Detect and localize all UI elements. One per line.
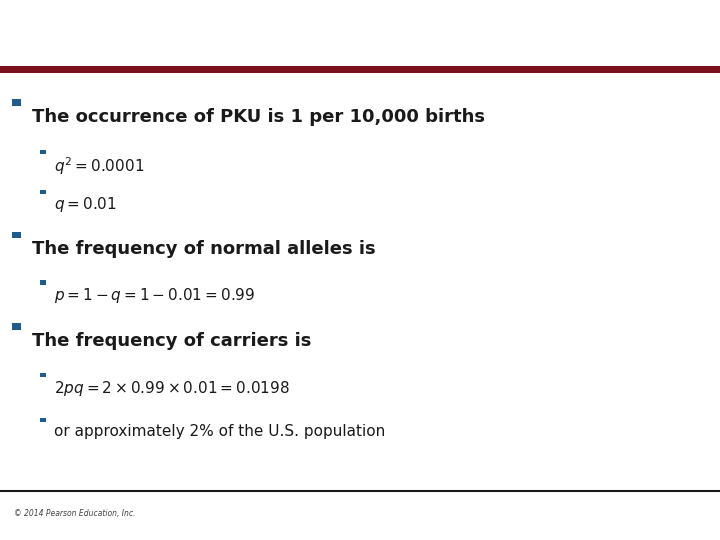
Bar	[40, 373, 46, 377]
Bar	[12, 99, 21, 106]
Bar	[40, 418, 46, 422]
Text: $q = 0.01$: $q = 0.01$	[54, 195, 117, 214]
Bar	[40, 150, 46, 154]
Bar	[12, 323, 21, 330]
Text: $p = 1 - q = 1 - 0.01 = 0.99$: $p = 1 - q = 1 - 0.01 = 0.99$	[54, 286, 256, 305]
Text: © 2014 Pearson Education, Inc.: © 2014 Pearson Education, Inc.	[14, 509, 136, 518]
Text: or approximately 2% of the U.S. population: or approximately 2% of the U.S. populati…	[54, 424, 385, 439]
Text: The occurrence of PKU is 1 per 10,000 births: The occurrence of PKU is 1 per 10,000 bi…	[32, 108, 485, 126]
Bar	[40, 190, 46, 194]
Text: The frequency of normal alleles is: The frequency of normal alleles is	[32, 240, 376, 258]
Bar	[40, 280, 46, 285]
Text: $2pq = 2 \times 0.99 \times 0.01 = 0.0198$: $2pq = 2 \times 0.99 \times 0.01 = 0.019…	[54, 379, 289, 398]
Bar	[12, 232, 21, 238]
Text: The frequency of carriers is: The frequency of carriers is	[32, 332, 312, 350]
Text: $q^2 = 0.0001$: $q^2 = 0.0001$	[54, 156, 144, 177]
Bar	[0, 66, 720, 73]
